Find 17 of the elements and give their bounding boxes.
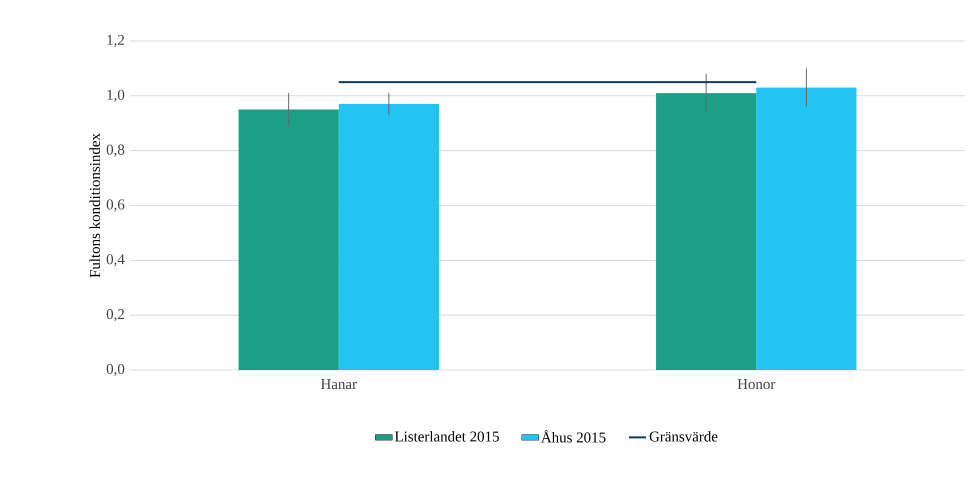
y-tick-label: 0,6 [106,199,124,212]
x-tick-label: Hanar [320,379,357,390]
y-tick-label: 0,4 [106,254,125,266]
bar [338,104,439,370]
legend-label: Åhus 2015 [541,430,606,443]
x-tick-label: Honor [738,379,776,390]
y-tick-label: 1,0 [107,90,124,102]
y-tick-label: 1,2 [107,34,124,48]
legend-label: Gränsvärde [650,431,718,442]
bar [238,110,339,370]
bar [656,93,756,370]
bar [756,88,856,370]
legend-label: Listerlandet 2015 [394,431,499,442]
y-tick-label: 0,0 [106,364,124,376]
y-tick-label: 0,2 [106,309,124,322]
y-axis-title: Fultons konditionsindex [89,133,100,278]
y-tick-label: 0,8 [106,144,124,157]
